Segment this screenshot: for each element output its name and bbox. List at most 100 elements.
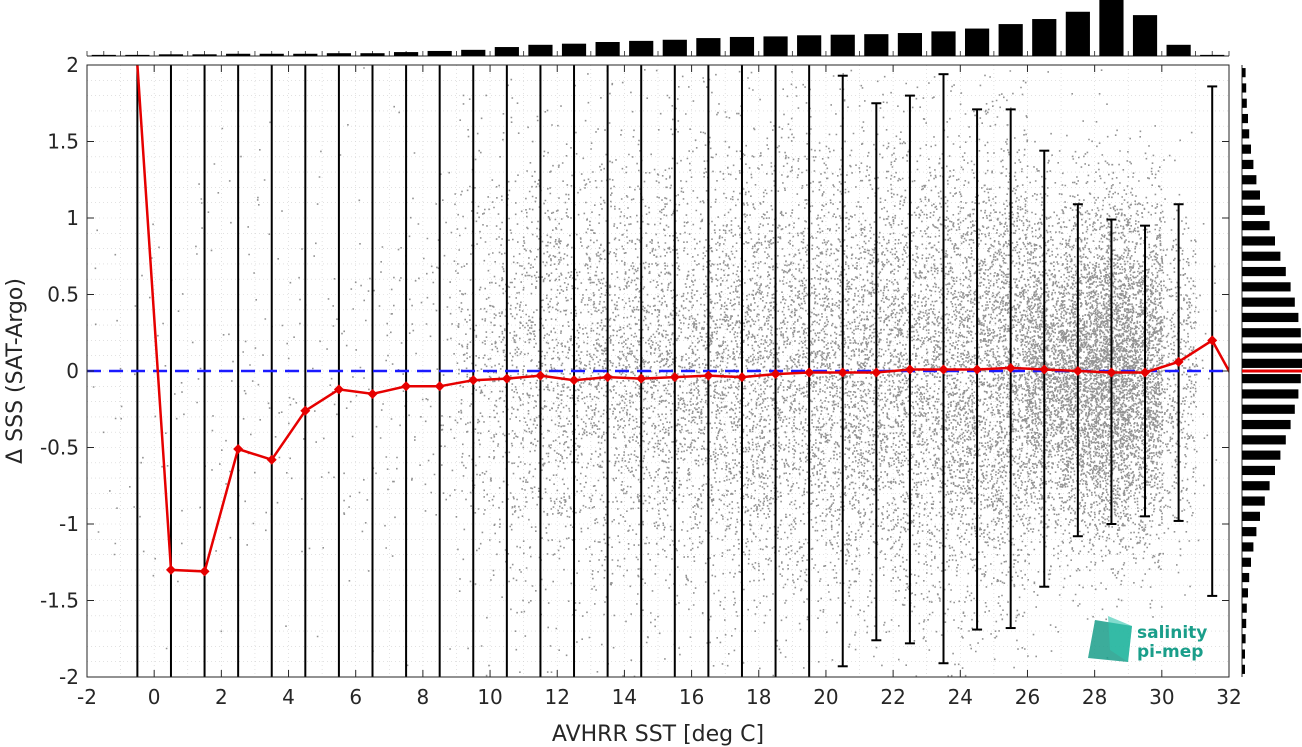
top-hist-bar — [729, 36, 755, 56]
mean-point — [669, 372, 680, 383]
right-hist-bar — [1242, 251, 1281, 261]
right-hist-bar — [1242, 389, 1299, 399]
mean-point — [938, 364, 949, 375]
top-hist-bar — [830, 34, 855, 56]
right-hist-bar — [1242, 572, 1250, 583]
mean-point — [1173, 356, 1184, 367]
right-hist-bar — [1242, 282, 1291, 292]
right-hist-bar — [1242, 190, 1260, 200]
top-hist-bar — [696, 38, 721, 56]
top-hist-bar — [998, 24, 1023, 56]
mean-point — [1207, 335, 1218, 346]
top-hist-bar — [1032, 19, 1057, 56]
x-tick-label: 8 — [417, 685, 430, 709]
x-tick-label: 2 — [215, 685, 228, 709]
right-hist-bar — [1242, 419, 1291, 430]
mean-series-line — [136, 65, 1229, 573]
right-hist-bar — [1242, 435, 1286, 445]
right-hist-bar — [1242, 266, 1286, 277]
right-hist-bar — [1242, 343, 1302, 353]
top-hist-bar — [528, 44, 553, 56]
mean-point — [401, 381, 412, 392]
right-histogram — [1241, 65, 1302, 677]
mean-point — [837, 367, 848, 378]
right-hist-bar — [1242, 159, 1254, 170]
x-tick-label: -2 — [77, 685, 97, 709]
top-hist-bar — [427, 50, 452, 56]
right-hist-bar — [1242, 404, 1295, 414]
right-hist-bar — [1242, 481, 1270, 491]
x-tick-label: 32 — [1216, 685, 1241, 709]
top-hist-bar — [259, 53, 284, 56]
right-hist-bar — [1242, 83, 1247, 93]
right-hist-bar — [1242, 129, 1250, 139]
right-hist-bar — [1242, 511, 1260, 521]
mean-point — [266, 454, 277, 465]
y-tick-label: 0 — [66, 359, 79, 383]
top-hist-bar — [1132, 15, 1158, 57]
x-tick-label: 4 — [282, 685, 295, 709]
mean-point — [602, 372, 613, 383]
x-ticks: -2 0 2 4 6 8 10 12 14 16 18 20 22 24 26 28 30 32 — [77, 65, 1242, 709]
mean-point — [300, 405, 311, 416]
mean-point — [736, 372, 747, 383]
x-tick-label: 26 — [1015, 685, 1040, 709]
x-tick-label: 12 — [545, 685, 570, 709]
mean-point — [165, 564, 176, 575]
top-hist-bar — [461, 49, 486, 56]
logo-line2: pi-mep — [1137, 642, 1203, 662]
y-tick-label: -1 — [59, 512, 79, 536]
right-hist-bar — [1242, 358, 1302, 368]
x-tick-label: 6 — [349, 685, 362, 709]
right-hist-bar — [1242, 236, 1275, 246]
top-hist-bar — [864, 34, 889, 56]
right-hist-bar — [1242, 297, 1295, 307]
right-hist-bar — [1242, 175, 1257, 185]
x-tick-label: 0 — [148, 685, 161, 709]
x-tick-label: 14 — [612, 685, 637, 709]
y-tick-label: 1.5 — [47, 130, 79, 154]
mean-point — [804, 367, 815, 378]
top-hist-bar — [797, 35, 822, 56]
top-hist-bar — [662, 39, 687, 56]
right-hist-bar — [1242, 527, 1257, 537]
mean-point — [1072, 366, 1083, 376]
mean-point — [770, 369, 781, 380]
right-hist-bar — [1242, 542, 1254, 552]
mean-point — [1140, 367, 1151, 378]
y-tick-label: 0.5 — [47, 283, 79, 307]
mean-point — [535, 370, 546, 381]
right-hist-bar — [1242, 68, 1246, 78]
mean-point — [1106, 367, 1117, 378]
right-hist-bar — [1242, 465, 1275, 476]
y-axis-label: Δ SSS (SAT-Argo) — [3, 278, 28, 464]
top-hist-bar — [629, 40, 654, 56]
top-hist-bar — [158, 54, 184, 56]
mean-point — [972, 364, 983, 375]
right-hist-bar — [1242, 113, 1248, 124]
right-hist-bar — [1242, 557, 1251, 567]
mean-point — [904, 364, 915, 375]
mean-point — [468, 375, 479, 386]
right-hist-bar — [1242, 649, 1245, 659]
top-hist-bar — [326, 53, 352, 56]
right-hist-bar — [1242, 634, 1246, 644]
top-hist-bar — [226, 53, 251, 56]
x-tick-label: 16 — [679, 685, 704, 709]
right-hist-bar — [1242, 496, 1265, 506]
top-hist-bar — [125, 54, 150, 56]
right-hist-bar — [1242, 221, 1270, 231]
mean-line — [136, 65, 1229, 577]
y-tick-label: 1 — [66, 206, 79, 230]
salinity-pi-mep-logo: salinity pi-mep — [1088, 616, 1207, 662]
top-hist-bar — [1065, 11, 1090, 56]
logo-icon-shade — [1108, 616, 1132, 662]
top-hist-bar — [1099, 0, 1124, 56]
right-hist-bar — [1242, 603, 1247, 613]
top-hist-bar — [964, 28, 990, 56]
mean-point — [636, 373, 647, 384]
right-hist-bar — [1242, 664, 1245, 674]
x-tick-label: 10 — [477, 685, 502, 709]
top-hist-bar — [360, 53, 385, 56]
x-axis-label: AVHRR SST [deg C] — [552, 722, 764, 747]
